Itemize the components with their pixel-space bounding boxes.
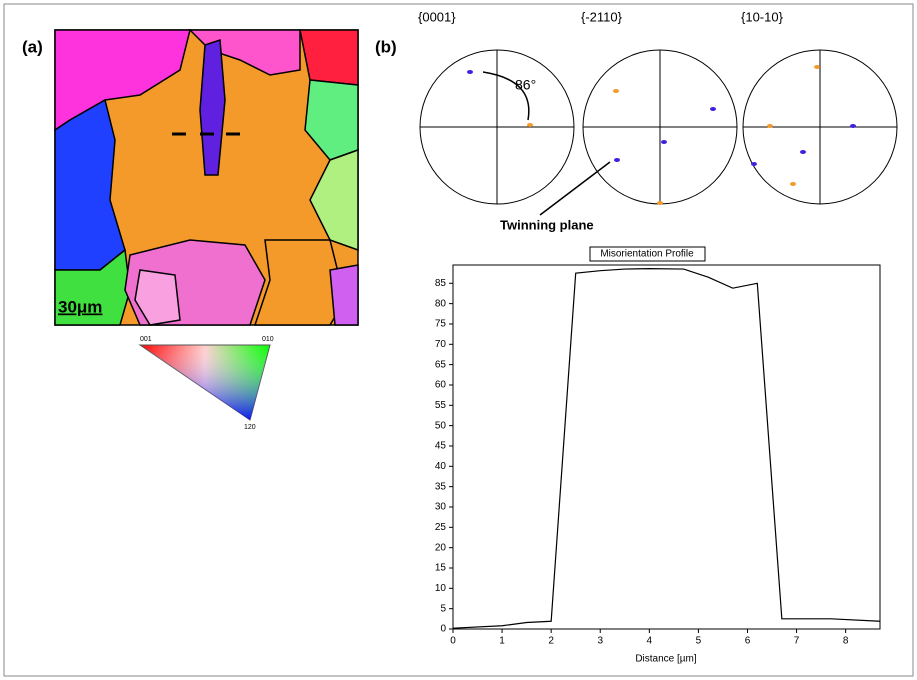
legend-label: 120: [244, 424, 256, 431]
scale-bar: 30μm: [58, 297, 102, 316]
plot-area: [453, 265, 880, 629]
y-tick-label: 65: [435, 359, 447, 370]
y-tick-label: 10: [435, 583, 447, 594]
y-tick-label: 85: [435, 278, 447, 289]
y-tick-label: 0: [440, 624, 446, 635]
y-tick-label: 20: [435, 542, 447, 553]
pole-point: [790, 182, 796, 186]
y-tick-label: 30: [435, 502, 447, 513]
x-tick-label: 5: [696, 636, 702, 647]
annotation: Twinning plane: [500, 217, 594, 232]
pole-label: {0001}: [418, 9, 456, 24]
x-tick-label: 8: [843, 636, 849, 647]
x-tick-label: 2: [548, 636, 554, 647]
y-tick-label: 50: [435, 420, 447, 431]
y-tick-label: 15: [435, 563, 447, 574]
y-tick-label: 45: [435, 441, 447, 452]
y-tick-label: 80: [435, 298, 447, 309]
x-tick-label: 4: [647, 636, 653, 647]
legend-label: 010: [262, 336, 274, 343]
panel-label: (b): [375, 37, 397, 56]
y-tick-label: 75: [435, 319, 447, 330]
y-tick-label: 55: [435, 400, 447, 411]
x-tick-label: 3: [597, 636, 603, 647]
pole-point: [814, 65, 820, 69]
legend-label: 001: [140, 336, 152, 343]
angle-label: 86°: [515, 77, 536, 93]
y-tick-label: 35: [435, 481, 447, 492]
chart-title: Misorientation Profile: [600, 249, 694, 260]
pole-point: [850, 124, 856, 128]
pole-point: [613, 89, 619, 93]
pole-point: [710, 107, 716, 111]
x-tick-label: 6: [745, 636, 751, 647]
pole-point: [614, 158, 620, 162]
pole-point: [800, 150, 806, 154]
annotation-arrow: [540, 162, 610, 215]
pole-label: {-2110}: [581, 9, 623, 24]
pole-label: {10-10}: [741, 9, 784, 24]
y-tick-label: 70: [435, 339, 447, 350]
y-tick-label: 25: [435, 522, 447, 533]
x-tick-label: 0: [450, 636, 456, 647]
x-tick-label: 1: [499, 636, 505, 647]
figure: (a) 30μm 001 010 120 (b) {0001}{-2110}{1…: [0, 0, 917, 680]
x-axis-label: Distance [µm]: [635, 654, 697, 665]
y-tick-label: 5: [440, 603, 446, 614]
panel-label: (a): [22, 37, 43, 56]
pole-point: [767, 124, 773, 128]
y-tick-label: 40: [435, 461, 447, 472]
pole-point: [661, 140, 667, 144]
pole-point: [467, 70, 473, 74]
x-tick-label: 7: [794, 636, 800, 647]
pole-figures: {0001} {-2110} {10-10}: [418, 9, 897, 205]
pole-point: [527, 123, 533, 127]
ipf-legend: 001 010 120: [140, 336, 274, 431]
ebsd-map: [55, 30, 358, 325]
y-tick-label: 60: [435, 380, 447, 391]
pole-point: [657, 201, 663, 205]
pole-point: [751, 162, 757, 166]
